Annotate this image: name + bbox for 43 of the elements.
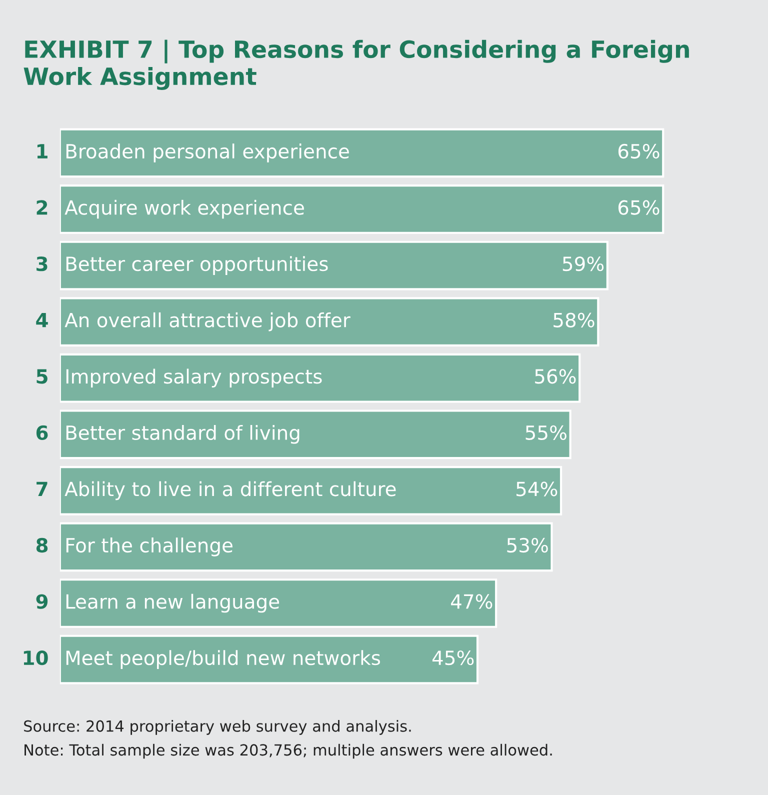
bar <box>60 522 553 572</box>
text: 7 <box>36 482 48 496</box>
bar <box>60 466 562 516</box>
text: Note: Total sample size was 203,756; multiple answers were allowed. <box>24 744 552 759</box>
y-tick-label: For the challenge <box>66 538 232 556</box>
data-label: 58% <box>554 312 594 328</box>
data-label: 53% <box>507 538 548 553</box>
data-label: 65% <box>618 200 660 215</box>
text: 6 <box>36 425 48 440</box>
data-label: 56% <box>535 369 576 384</box>
y-tick-label: Learn a new language <box>66 594 280 613</box>
text: 9 <box>36 594 48 609</box>
bar <box>60 634 479 684</box>
bar <box>60 353 581 403</box>
bar <box>60 297 600 346</box>
text: 4 <box>36 313 48 328</box>
y-tick-label: Meet people/build new networks <box>66 650 380 669</box>
bar <box>60 128 664 178</box>
y-tick-label: An overall attractive job offer <box>64 312 350 332</box>
text: 2 <box>36 200 48 215</box>
data-label: 45% <box>432 650 474 666</box>
y-tick-label: Broaden personal experience <box>66 144 349 162</box>
bar <box>60 410 572 460</box>
chart-title: EXHIBIT 7 | Top Reasons for Considering a Foreign Work Assignment <box>24 40 689 90</box>
data-label: 59% <box>562 256 604 272</box>
data-label: 65% <box>618 144 660 159</box>
y-tick-label: Acquire work experience <box>64 200 304 219</box>
source-note: Source: 2014 proprietary web survey and analysis. <box>24 720 411 735</box>
text: 5 <box>36 369 48 384</box>
bar <box>60 184 664 234</box>
text: 1 <box>37 144 48 158</box>
y-tick-label: Better standard of living <box>66 424 300 444</box>
bar <box>60 578 498 628</box>
y-tick-label: Better career opportunities <box>66 256 328 275</box>
text: 10 <box>24 650 48 666</box>
data-label: 54% <box>516 482 558 496</box>
bar <box>60 240 608 290</box>
text: 3 <box>36 256 48 272</box>
data-label: 55% <box>526 425 566 440</box>
text: 8 <box>36 538 48 553</box>
data-label: 47% <box>451 594 492 609</box>
y-tick-label: Ability to live in a different culture <box>64 481 396 500</box>
y-tick-label: Improved salary prospects <box>66 368 322 388</box>
